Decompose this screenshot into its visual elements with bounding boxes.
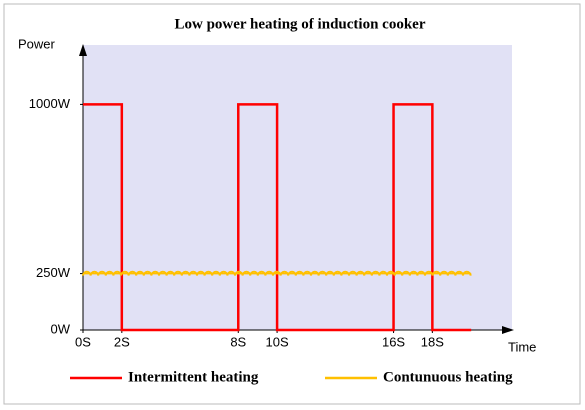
x-tick-label: 0S — [75, 334, 91, 349]
x-axis-label: Time — [508, 339, 536, 354]
y-axis-arrow — [79, 44, 87, 56]
x-tick-label: 10S — [266, 334, 289, 349]
x-tick-label: 2S — [114, 334, 130, 349]
series-line — [83, 103, 472, 332]
x-tick-label: 16S — [382, 334, 405, 349]
wave-decoration — [82, 270, 472, 276]
y-axis-label: Power — [18, 36, 56, 51]
y-tick-label: 1000W — [29, 96, 71, 111]
legend-label: Contunuous heating — [383, 369, 513, 385]
legend-label: Intermittent heating — [128, 369, 259, 385]
x-axis-arrow — [502, 326, 514, 334]
plot-area — [83, 45, 512, 330]
chart-title: Low power heating of induction cooker — [175, 16, 426, 32]
x-tick-label: 8S — [230, 334, 246, 349]
x-tick-label: 18S — [421, 334, 444, 349]
y-tick-label: 250W — [36, 265, 71, 280]
y-tick-label: 0W — [51, 321, 71, 336]
